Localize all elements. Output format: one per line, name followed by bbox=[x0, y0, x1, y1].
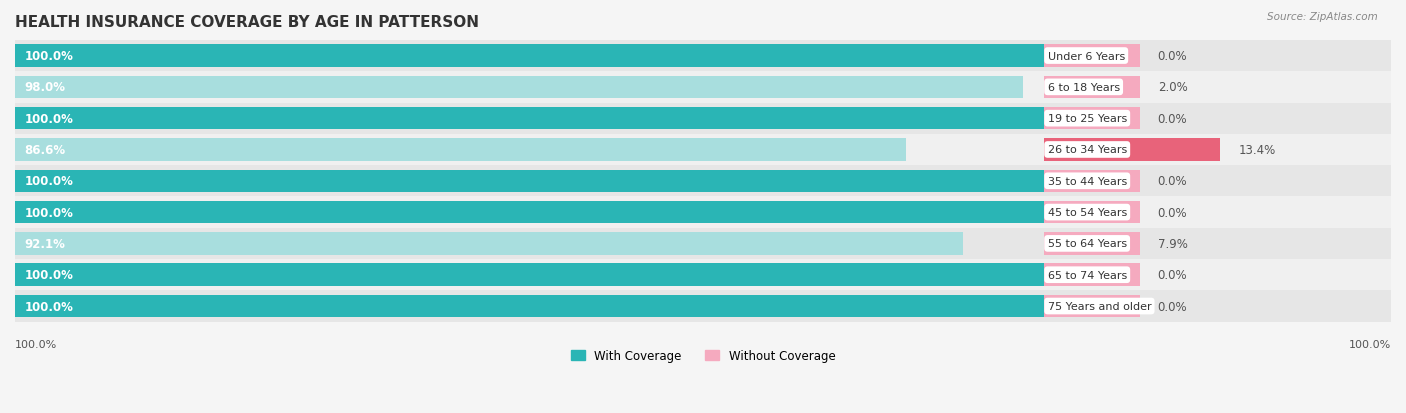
Text: 100.0%: 100.0% bbox=[24, 268, 73, 282]
Bar bbox=[1045, 139, 1220, 161]
Bar bbox=[15, 103, 1391, 135]
Text: 7.9%: 7.9% bbox=[1157, 237, 1188, 250]
Text: 100.0%: 100.0% bbox=[24, 112, 73, 126]
Text: 100.0%: 100.0% bbox=[1348, 339, 1391, 349]
Bar bbox=[1045, 295, 1140, 318]
Bar bbox=[15, 72, 1391, 103]
Bar bbox=[15, 108, 1045, 130]
Text: 26 to 34 Years: 26 to 34 Years bbox=[1047, 145, 1126, 155]
Bar bbox=[15, 135, 1391, 166]
Text: 19 to 25 Years: 19 to 25 Years bbox=[1047, 114, 1126, 124]
Text: 98.0%: 98.0% bbox=[24, 81, 66, 94]
Text: 13.4%: 13.4% bbox=[1239, 144, 1275, 157]
Text: 2.0%: 2.0% bbox=[1157, 81, 1188, 94]
Text: 65 to 74 Years: 65 to 74 Years bbox=[1047, 270, 1126, 280]
Text: Under 6 Years: Under 6 Years bbox=[1047, 52, 1125, 62]
Bar bbox=[1045, 45, 1140, 68]
Text: 100.0%: 100.0% bbox=[24, 206, 73, 219]
Text: 92.1%: 92.1% bbox=[24, 237, 66, 250]
Bar bbox=[15, 264, 1045, 286]
Bar bbox=[1045, 201, 1140, 224]
Bar bbox=[15, 166, 1391, 197]
Bar bbox=[1045, 76, 1140, 99]
Bar bbox=[15, 197, 1391, 228]
Bar bbox=[15, 228, 1391, 259]
Text: 55 to 64 Years: 55 to 64 Years bbox=[1047, 239, 1126, 249]
Bar bbox=[15, 291, 1391, 322]
Bar bbox=[1045, 264, 1140, 286]
Text: 35 to 44 Years: 35 to 44 Years bbox=[1047, 176, 1126, 186]
Text: 0.0%: 0.0% bbox=[1157, 268, 1187, 282]
Bar bbox=[1045, 139, 1140, 161]
Text: 0.0%: 0.0% bbox=[1157, 206, 1187, 219]
Bar bbox=[15, 233, 963, 255]
Text: 6 to 18 Years: 6 to 18 Years bbox=[1047, 83, 1119, 93]
Bar bbox=[15, 139, 905, 161]
Bar bbox=[15, 41, 1391, 72]
Bar bbox=[15, 45, 1045, 68]
Bar bbox=[1045, 170, 1140, 192]
Text: 100.0%: 100.0% bbox=[24, 175, 73, 188]
Legend: With Coverage, Without Coverage: With Coverage, Without Coverage bbox=[565, 344, 841, 367]
Text: 75 Years and older: 75 Years and older bbox=[1047, 301, 1152, 311]
Bar bbox=[15, 76, 1024, 99]
Bar bbox=[15, 295, 1045, 318]
Text: 100.0%: 100.0% bbox=[24, 300, 73, 313]
Text: Source: ZipAtlas.com: Source: ZipAtlas.com bbox=[1267, 12, 1378, 22]
Text: 45 to 54 Years: 45 to 54 Years bbox=[1047, 208, 1126, 218]
Text: 0.0%: 0.0% bbox=[1157, 300, 1187, 313]
Text: HEALTH INSURANCE COVERAGE BY AGE IN PATTERSON: HEALTH INSURANCE COVERAGE BY AGE IN PATT… bbox=[15, 15, 479, 30]
Bar bbox=[15, 201, 1045, 224]
Text: 0.0%: 0.0% bbox=[1157, 50, 1187, 63]
Text: 0.0%: 0.0% bbox=[1157, 112, 1187, 126]
Bar bbox=[15, 170, 1045, 192]
Text: 100.0%: 100.0% bbox=[24, 50, 73, 63]
Bar bbox=[15, 259, 1391, 291]
Bar bbox=[1045, 108, 1140, 130]
Bar bbox=[1045, 233, 1140, 255]
Text: 100.0%: 100.0% bbox=[15, 339, 58, 349]
Text: 0.0%: 0.0% bbox=[1157, 175, 1187, 188]
Text: 86.6%: 86.6% bbox=[24, 144, 66, 157]
